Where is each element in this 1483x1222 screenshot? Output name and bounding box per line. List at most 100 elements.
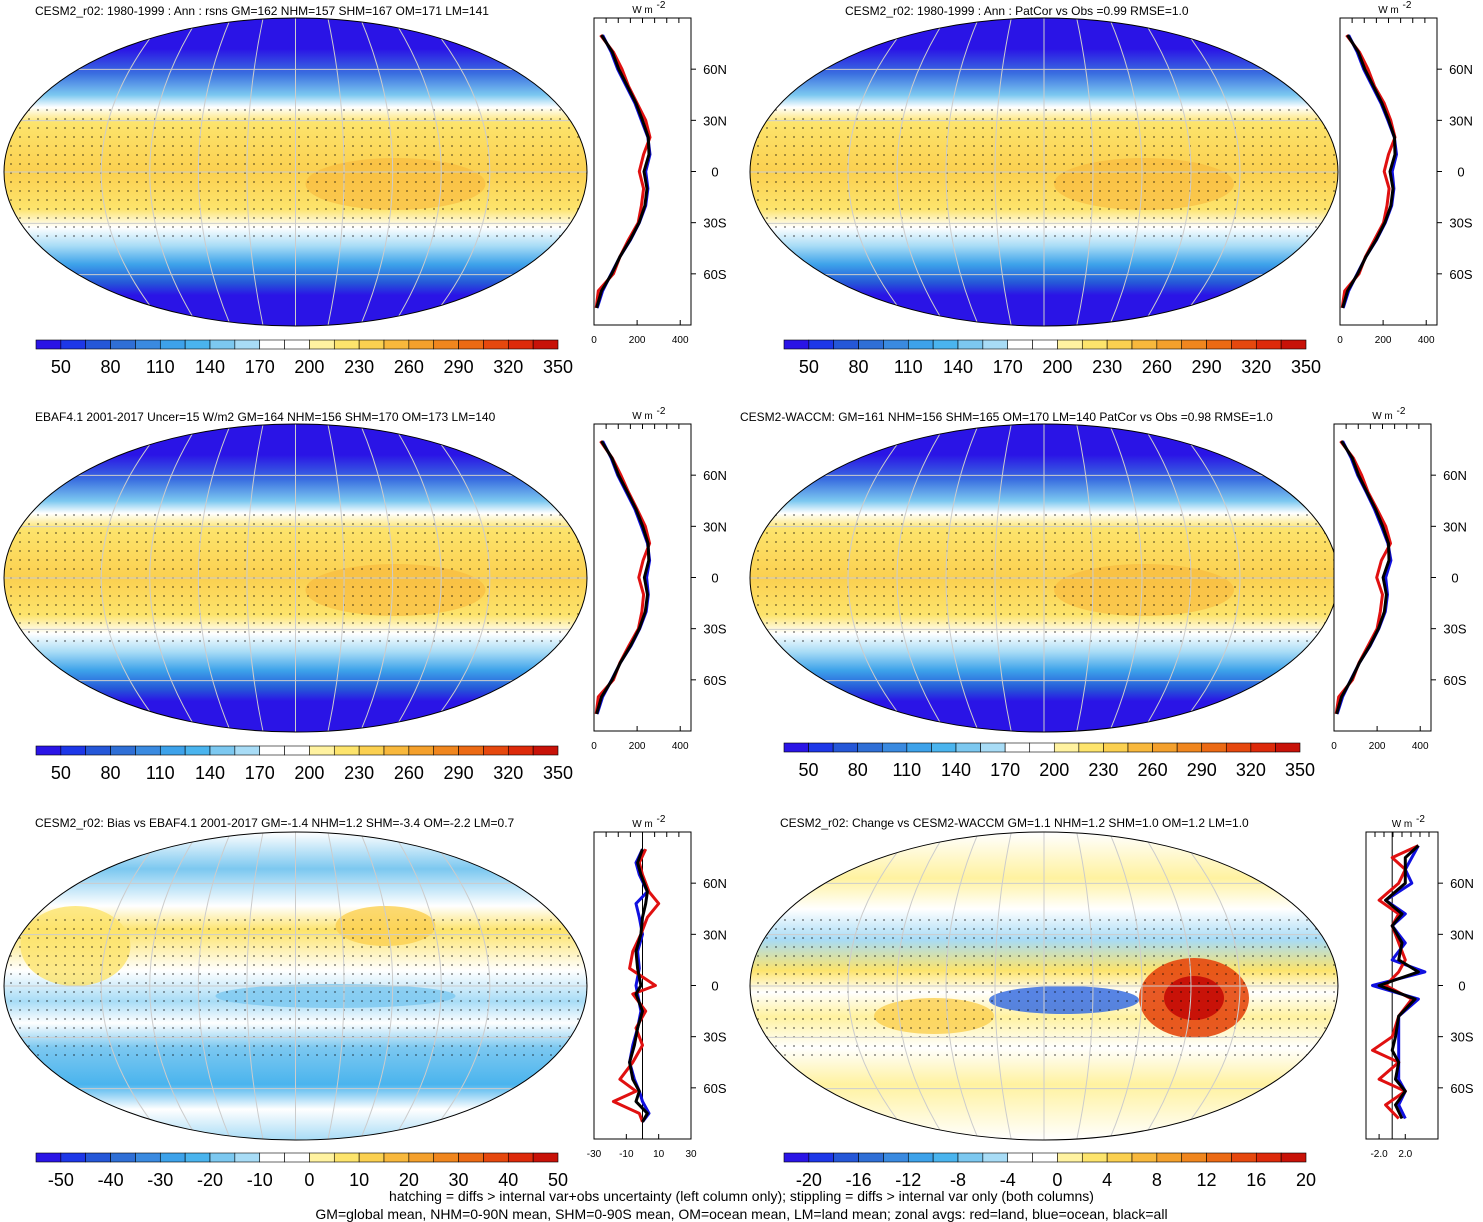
map-border xyxy=(3,17,588,327)
lat-label: 30N xyxy=(703,113,727,128)
lat-label: 30S xyxy=(703,216,726,231)
colorbar-label: 290 xyxy=(1192,357,1222,377)
colorbar-cell xyxy=(833,339,859,350)
colorbar-5: -50 -40 -30 -20 -10 0 10 20 30 40 50 xyxy=(35,1152,568,1190)
colorbar-label: 110 xyxy=(894,357,923,377)
colorbar-label: 170 xyxy=(245,357,275,377)
colorbar-cell xyxy=(833,1152,859,1163)
colorbar-cell xyxy=(808,339,835,350)
colorbar-cell xyxy=(932,339,959,350)
colorbar-cell xyxy=(832,742,859,753)
colorbar-cell xyxy=(957,339,984,350)
map-5 xyxy=(4,832,587,1140)
zonal-plot-6: W m -2 60N 30N 0 30S 60S -2.0 2.0 xyxy=(1365,814,1474,1160)
lat-label: 60N xyxy=(703,876,727,891)
x-tick-label: 200 xyxy=(629,741,646,752)
colorbar-cell xyxy=(184,1152,211,1163)
colorbar-4: 50 80 110 140 170 200 230 260 290 320 350 xyxy=(783,742,1315,780)
zonal-unit-sup: -2 xyxy=(657,0,666,11)
colorbar-cell xyxy=(284,339,310,350)
colorbar-label: 320 xyxy=(1241,357,1271,377)
colorbar-label: 8 xyxy=(1152,1170,1162,1190)
map-border xyxy=(749,831,1339,1141)
colorbar-cell xyxy=(1057,339,1083,350)
colorbar-label: -10 xyxy=(247,1170,273,1190)
colorbar-cell xyxy=(1206,1152,1232,1163)
x-tick-label: 400 xyxy=(672,741,689,752)
colorbar-cell xyxy=(1127,742,1153,753)
colorbar-label: -4 xyxy=(1000,1170,1016,1190)
zonal-series-land xyxy=(611,848,661,1123)
colorbar-cell xyxy=(458,745,484,756)
colorbar-cell xyxy=(1078,742,1104,753)
colorbar-cell xyxy=(783,742,809,753)
colorbar-cell xyxy=(1004,742,1031,753)
colorbar-cell xyxy=(1280,339,1307,350)
lat-label: 60N xyxy=(1450,876,1474,891)
colorbar-cell xyxy=(957,1152,984,1163)
colorbar-cell xyxy=(1057,1152,1083,1163)
colorbar-label: -8 xyxy=(950,1170,966,1190)
zonal-series-land xyxy=(1371,844,1420,1120)
colorbar-cell xyxy=(309,339,335,350)
colorbar-cell xyxy=(1206,339,1232,350)
colorbar-label: 350 xyxy=(543,763,573,783)
colorbar-1: 50 80 110 140 170 200 230 260 290 320 350 xyxy=(35,339,573,377)
colorbar-cell xyxy=(209,1152,236,1163)
colorbar-cell xyxy=(85,745,111,756)
colorbar-cell xyxy=(358,1152,385,1163)
colorbar-cell xyxy=(184,339,211,350)
map-6 xyxy=(750,832,1338,1140)
colorbar-label: 50 xyxy=(51,763,71,783)
colorbar-label: -16 xyxy=(846,1170,872,1190)
colorbar-label: 50 xyxy=(799,760,819,780)
colorbar-3: 50 80 110 140 170 200 230 260 290 320 350 xyxy=(35,745,573,783)
colorbar-label: 50 xyxy=(548,1170,568,1190)
panel-title: CESM2_r02: 1980-1999 : Ann : PatCor vs O… xyxy=(845,4,1189,18)
colorbar-cell xyxy=(234,339,261,350)
colorbar-cell xyxy=(458,1152,484,1163)
colorbar-cell xyxy=(259,1152,285,1163)
colorbar-label: 4 xyxy=(1102,1170,1112,1190)
zonal-plot-5: W m -2 60N 30N 0 30S 60S -30 -10 10 30 xyxy=(587,814,727,1160)
colorbar-cell xyxy=(110,339,136,350)
colorbar-cell xyxy=(433,1152,459,1163)
zonal-series-all xyxy=(1377,844,1420,1120)
lat-label: 60S xyxy=(1449,267,1472,282)
colorbar-cell xyxy=(234,745,261,756)
colorbar-cell xyxy=(507,745,534,756)
colorbar-label: 170 xyxy=(990,760,1020,780)
colorbar-cell xyxy=(35,1152,62,1163)
colorbar-label: 80 xyxy=(101,357,121,377)
colorbar-cell xyxy=(1029,742,1055,753)
colorbar-cell xyxy=(1081,339,1108,350)
colorbar-cell xyxy=(1231,1152,1257,1163)
colorbar-cell xyxy=(483,1152,509,1163)
colorbar-label: 200 xyxy=(1042,357,1072,377)
colorbar-cell xyxy=(1225,742,1252,753)
colorbar-cell xyxy=(1231,339,1257,350)
zonal-series-all xyxy=(628,848,649,1123)
zonal-series-all xyxy=(595,440,651,715)
lat-label: 30S xyxy=(1443,622,1466,637)
colorbar-cell xyxy=(907,339,934,350)
colorbar-label: 320 xyxy=(493,357,523,377)
colorbar-cell xyxy=(858,339,884,350)
x-tick-label: 2.0 xyxy=(1398,1149,1412,1160)
colorbar-label: 12 xyxy=(1197,1170,1217,1190)
map-border xyxy=(3,423,588,733)
colorbar-cell xyxy=(982,339,1009,350)
panel-title: CESM2_r02: Bias vs EBAF4.1 2001-2017 GM=… xyxy=(35,816,515,830)
colorbar-label: 290 xyxy=(444,357,474,377)
zonal-unit: W m xyxy=(632,5,653,16)
colorbar-label: 80 xyxy=(101,763,121,783)
x-tick-label: 400 xyxy=(1412,741,1429,752)
colorbar-cell xyxy=(110,745,136,756)
zonal-unit-sup: -2 xyxy=(657,406,666,417)
lat-label: 30N xyxy=(703,519,727,534)
colorbar-cell xyxy=(1032,1152,1058,1163)
lat-label: 0 xyxy=(711,165,718,180)
zonal-unit-sup: -2 xyxy=(1397,406,1406,417)
panel-title: EBAF4.1 2001-2017 Uncer=15 W/m2 GM=164 N… xyxy=(35,410,496,424)
zonal-unit: W m xyxy=(632,411,653,422)
